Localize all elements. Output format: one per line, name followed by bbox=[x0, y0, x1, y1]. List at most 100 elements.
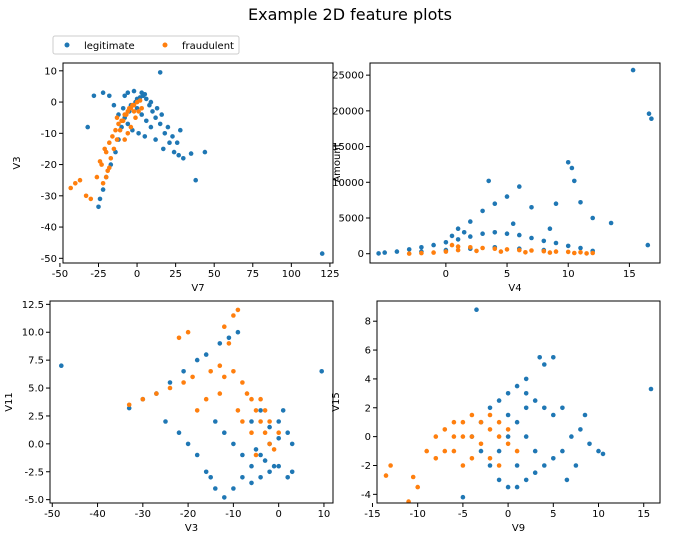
point-fraudulent bbox=[498, 249, 504, 254]
point-legitimate bbox=[262, 458, 268, 463]
point-legitimate bbox=[478, 448, 484, 454]
point-fraudulent bbox=[478, 419, 484, 425]
point-fraudulent bbox=[253, 408, 259, 413]
y-tick-label: -2 bbox=[361, 461, 371, 472]
point-fraudulent bbox=[496, 463, 502, 468]
scatter-panel-v3-v11: -50 -40 -30 -20 -10 0 10 -5.0 -2.5 0.0 2.5 5.0 7.5 10… bbox=[4, 300, 334, 534]
point-legitimate bbox=[560, 448, 565, 454]
point-legitimate bbox=[487, 405, 493, 411]
point-legitimate bbox=[213, 419, 218, 424]
point-legitimate bbox=[185, 441, 191, 447]
x-tick-label: 10 bbox=[318, 509, 331, 520]
point-legitimate bbox=[96, 204, 101, 210]
point-legitimate bbox=[510, 221, 516, 226]
point-legitimate bbox=[573, 463, 579, 468]
point-legitimate bbox=[455, 226, 461, 231]
point-legitimate bbox=[163, 419, 168, 424]
point-fraudulent bbox=[131, 109, 137, 114]
point-fraudulent bbox=[105, 168, 110, 174]
point-fraudulent bbox=[419, 250, 424, 256]
point-legitimate bbox=[514, 463, 520, 468]
x-tick-label: 10 bbox=[562, 269, 575, 280]
y-tick-label: -4 bbox=[361, 490, 371, 501]
y-tick-label: 8 bbox=[365, 317, 371, 328]
x-tick-label: 125 bbox=[320, 269, 339, 280]
point-legitimate bbox=[517, 184, 522, 189]
point-legitimate bbox=[505, 391, 511, 396]
point-legitimate bbox=[285, 475, 291, 480]
point-fraudulent bbox=[102, 146, 107, 152]
x-tick-label: 0 bbox=[443, 269, 449, 280]
point-fraudulent bbox=[77, 177, 83, 183]
point-legitimate bbox=[280, 408, 286, 413]
x-tick-label: 25 bbox=[169, 269, 182, 280]
point-legitimate bbox=[474, 307, 479, 313]
x-tick-label: 10 bbox=[592, 509, 605, 520]
point-legitimate bbox=[231, 441, 236, 447]
point-fraudulent bbox=[249, 430, 254, 436]
point-legitimate bbox=[608, 220, 614, 226]
point-legitimate bbox=[181, 156, 186, 161]
point-legitimate bbox=[578, 245, 583, 251]
point-legitimate bbox=[600, 451, 606, 457]
point-fraudulent bbox=[565, 249, 571, 255]
point-fraudulent bbox=[137, 98, 143, 103]
point-legitimate bbox=[578, 200, 583, 205]
point-legitimate bbox=[496, 448, 502, 454]
point-legitimate bbox=[217, 341, 223, 346]
point-legitimate bbox=[431, 242, 436, 248]
point-fraudulent bbox=[240, 380, 245, 385]
point-fraudulent bbox=[103, 174, 109, 180]
point-legitimate bbox=[382, 250, 388, 255]
y-tick-label: 2.5 bbox=[28, 411, 44, 422]
point-legitimate bbox=[59, 363, 64, 369]
x-axis-label: V3 bbox=[185, 523, 198, 534]
point-legitimate bbox=[596, 448, 601, 454]
point-fraudulent bbox=[383, 473, 389, 478]
point-legitimate bbox=[153, 137, 158, 142]
point-legitimate bbox=[285, 430, 291, 436]
point-legitimate bbox=[235, 329, 241, 335]
point-fraudulent bbox=[235, 408, 241, 413]
point-fraudulent bbox=[262, 408, 268, 413]
points-group bbox=[383, 307, 654, 503]
point-legitimate bbox=[85, 124, 90, 130]
x-tick-label: -30 bbox=[135, 509, 151, 520]
point-legitimate bbox=[517, 232, 522, 238]
point-fraudulent bbox=[244, 391, 250, 396]
point-legitimate bbox=[551, 412, 556, 418]
point-fraudulent bbox=[253, 452, 259, 458]
point-fraudulent bbox=[128, 124, 134, 130]
point-legitimate bbox=[159, 112, 164, 117]
x-tick-label: -50 bbox=[52, 269, 68, 280]
point-legitimate bbox=[560, 405, 565, 411]
point-legitimate bbox=[267, 424, 272, 430]
axes-frame bbox=[369, 62, 661, 264]
point-fraudulent bbox=[480, 245, 485, 251]
point-legitimate bbox=[468, 234, 473, 239]
y-axis-label: V11 bbox=[4, 392, 15, 412]
point-fraudulent bbox=[469, 456, 475, 461]
point-legitimate bbox=[176, 430, 182, 436]
point-legitimate bbox=[565, 243, 571, 249]
point-fraudulent bbox=[217, 391, 223, 396]
point-legitimate bbox=[460, 494, 466, 500]
point-legitimate bbox=[240, 475, 245, 480]
point-legitimate bbox=[455, 237, 461, 242]
point-fraudulent bbox=[185, 329, 191, 335]
point-legitimate bbox=[226, 335, 232, 341]
x-axis-label: V4 bbox=[508, 283, 521, 294]
point-fraudulent bbox=[424, 448, 430, 454]
point-fraudulent bbox=[262, 430, 268, 436]
point-legitimate bbox=[394, 249, 400, 254]
point-legitimate bbox=[97, 196, 103, 202]
point-legitimate bbox=[249, 463, 254, 469]
y-tick-label: 10.0 bbox=[22, 328, 44, 339]
y-tick-label: 20000 bbox=[332, 106, 364, 117]
y-tick-label: 10000 bbox=[332, 178, 364, 189]
point-legitimate bbox=[231, 486, 236, 491]
y-tick-label: -2.5 bbox=[24, 467, 44, 478]
point-legitimate bbox=[178, 127, 183, 133]
point-fraudulent bbox=[517, 247, 522, 253]
